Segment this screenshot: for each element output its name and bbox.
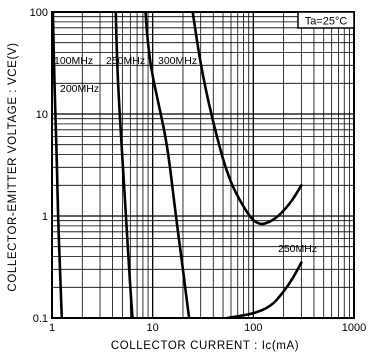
x-tick-label: 100 [244,322,262,334]
series-label-200mhz: 200MHz [60,83,99,95]
x-tick-label: 10 [147,322,159,334]
y-tick-label: 10 [36,109,48,121]
grid [51,11,355,319]
series-label-100mhz: 100MHz [54,55,93,67]
y-tick-label: 0.1 [33,313,48,325]
condition-label: Ta=25°C [305,16,348,28]
series-line-0 [52,12,64,318]
x-tick-label: 1 [49,322,55,334]
series-line-4 [225,261,303,318]
series-line-1 [114,12,134,318]
x-tick-label: 1000 [342,322,366,334]
curves [52,12,303,318]
y-axis-title: COLLECTOR-EMITTER VOLTAGE : VCE(V) [7,42,19,291]
condition-box [297,11,355,29]
x-axis-title: COLLECTOR CURRENT : Ic(mA) [111,340,299,352]
series-line-3 [191,12,303,226]
series-label-250mhz-low: 250MHz [278,243,317,255]
plot-frame [51,11,355,319]
series-line-2 [144,12,191,318]
series-label-300mhz: 300MHz [158,55,197,67]
y-tick-label: 100 [30,7,48,19]
series-label-250mhz: 250MHz [106,55,145,67]
y-tick-label: 1 [42,211,48,223]
